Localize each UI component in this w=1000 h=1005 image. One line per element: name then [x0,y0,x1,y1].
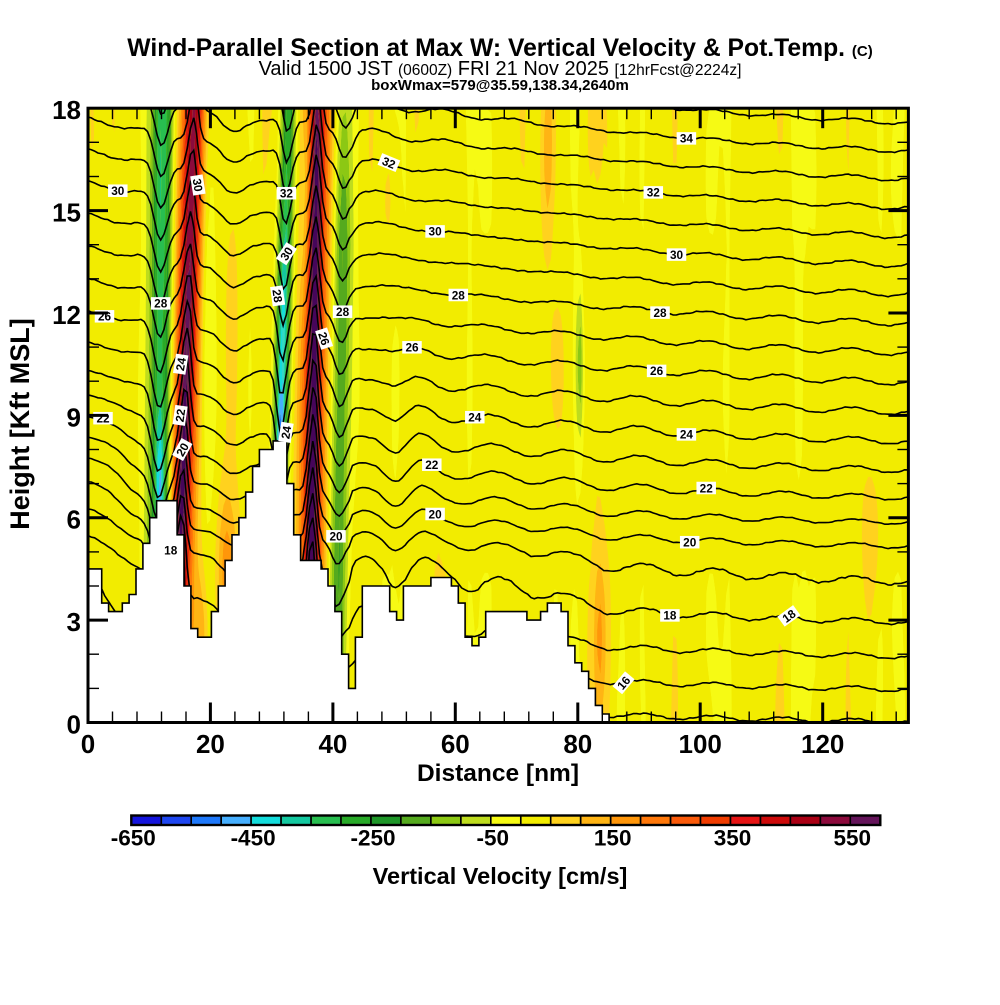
svg-text:28: 28 [452,288,466,302]
svg-text:28: 28 [653,306,667,320]
svg-text:32: 32 [647,186,661,200]
svg-text:80: 80 [563,729,592,759]
svg-text:Wind-Parallel Section at Max W: Wind-Parallel Section at Max W: Vertical… [127,35,872,62]
svg-text:32: 32 [380,154,398,172]
svg-text:28: 28 [336,305,350,319]
svg-text:-450: -450 [231,826,276,851]
svg-text:-50: -50 [477,826,510,851]
svg-text:0: 0 [81,729,95,759]
svg-text:-650: -650 [111,826,156,851]
svg-text:22: 22 [425,458,439,472]
svg-text:60: 60 [441,729,470,759]
svg-text:100: 100 [679,729,722,759]
svg-text:550: 550 [834,826,872,851]
svg-text:boxWmax=579@35.59,138.34,2640m: boxWmax=579@35.59,138.34,2640m [371,77,629,94]
svg-text:22: 22 [173,408,189,423]
svg-text:150: 150 [594,826,632,851]
svg-text:22: 22 [700,481,714,495]
svg-text:30: 30 [670,248,684,262]
svg-text:18: 18 [164,544,178,558]
svg-text:20: 20 [429,507,443,521]
svg-text:18: 18 [52,95,81,125]
svg-text:30: 30 [190,177,206,193]
svg-text:30: 30 [429,225,443,239]
svg-text:12: 12 [52,300,81,330]
svg-text:24: 24 [680,428,694,442]
svg-text:26: 26 [315,330,333,347]
svg-text:32: 32 [280,187,294,201]
svg-text:22: 22 [96,412,110,426]
svg-text:28: 28 [154,297,168,311]
svg-text:24: 24 [468,411,482,425]
svg-text:28: 28 [269,288,285,303]
svg-text:3: 3 [67,607,81,637]
svg-text:350: 350 [714,826,752,851]
svg-text:120: 120 [801,729,844,759]
svg-text:34: 34 [680,132,694,146]
svg-text:Vertical Velocity [cm/s]: Vertical Velocity [cm/s] [373,863,628,889]
svg-text:9: 9 [67,402,81,432]
svg-text:20: 20 [196,729,225,759]
svg-text:Distance [nm]: Distance [nm] [417,760,579,787]
svg-text:24: 24 [278,424,294,440]
svg-text:20: 20 [683,536,697,550]
svg-text:30: 30 [111,184,125,198]
svg-text:0: 0 [67,710,81,740]
svg-text:40: 40 [318,729,347,759]
svg-text:26: 26 [405,341,419,355]
svg-text:6: 6 [67,505,81,535]
svg-text:Height [Kft MSL]: Height [Kft MSL] [5,318,35,529]
svg-text:Valid 1500 JST (0600Z) FRI 21: Valid 1500 JST (0600Z) FRI 21 Nov 2025 [… [259,58,742,80]
svg-text:26: 26 [650,364,664,378]
svg-text:15: 15 [52,198,81,228]
svg-text:18: 18 [663,609,677,623]
svg-text:-250: -250 [350,826,395,851]
svg-text:20: 20 [329,530,343,544]
svg-text:24: 24 [173,356,189,372]
